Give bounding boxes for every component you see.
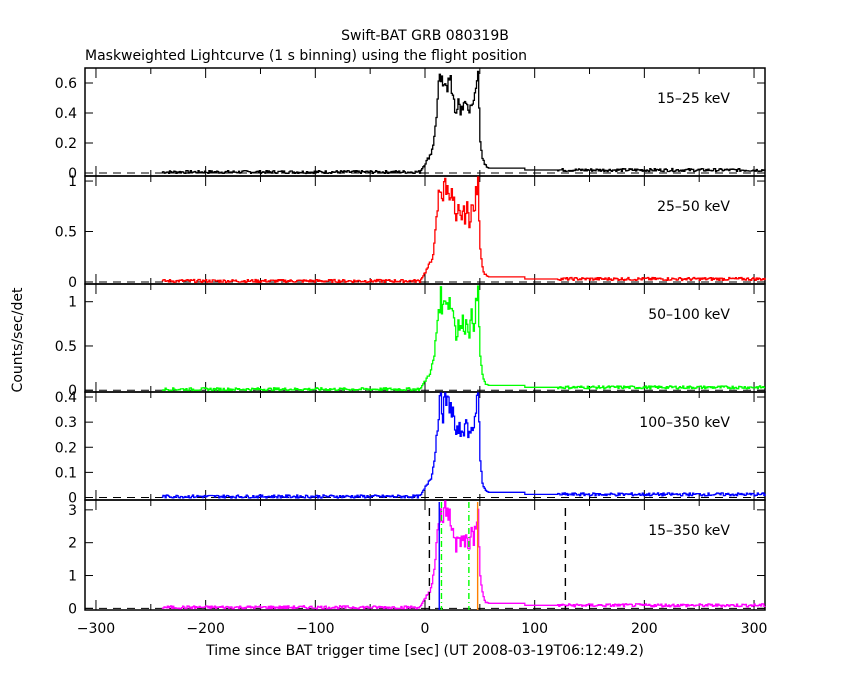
panel-frame [84, 67, 766, 177]
panel-frame [84, 391, 766, 501]
panels-group: 0 0.2 0.4 0.6 15–25 keV 0 0.5 1 25–50 keV 0 0.5 1 50… [55, 67, 766, 617]
panel-frame [84, 175, 766, 285]
lightcurve-5 [161, 500, 766, 610]
panel-frame [84, 283, 766, 393]
band-label: 15–25 keV [657, 91, 730, 107]
panel-2: 0 0.5 1 25–50 keV [55, 174, 766, 291]
y-tick-label: 0 [68, 275, 77, 291]
y-tick-label: 1 [68, 295, 77, 311]
lightcurve-3 [161, 285, 765, 392]
y-tick-label: 0.5 [55, 339, 77, 355]
y-tick-label: 0.6 [55, 76, 77, 92]
lightcurve-4 [161, 392, 766, 499]
chart-subtitle: Maskweighted Lightcurve (1 s binning) us… [85, 48, 527, 64]
y-tick-label: 0.4 [55, 390, 77, 406]
x-axis-label: Time since BAT trigger time [sec] (UT 20… [205, 643, 644, 659]
y-tick-label: 1 [68, 174, 77, 190]
band-label: 25–50 keV [657, 199, 730, 215]
band-label: 50–100 keV [648, 307, 730, 323]
y-tick-label: 0.5 [55, 225, 77, 241]
y-tick-label: 0.1 [55, 465, 77, 481]
panel-3: 0 0.5 1 50–100 keV [55, 283, 766, 399]
y-tick-label: 0 [68, 383, 77, 399]
x-tick-label: −100 [296, 621, 334, 637]
y-tick-label: 2 [68, 536, 77, 552]
band-label: 15–350 keV [648, 523, 730, 539]
x-tick-label: 300 [741, 621, 768, 637]
band-label: 100–350 keV [639, 415, 730, 431]
y-axis-label: Counts/sec/det [10, 287, 26, 392]
panel-5: 0 1 2 3 15–350 keV [68, 499, 766, 617]
y-tick-label: 0 [68, 166, 77, 182]
x-tick-labels: −300 −200 −100 0 100 200 300 [77, 621, 768, 637]
y-tick-label: 0 [68, 601, 77, 617]
x-tick-label: 100 [521, 621, 548, 637]
lightcurve-1 [161, 70, 766, 175]
y-tick-label: 0 [68, 490, 77, 506]
y-tick-label: 0.4 [55, 106, 77, 122]
lightcurve-2 [161, 176, 766, 284]
y-tick-label: 0.2 [55, 440, 77, 456]
chart-title: Swift-BAT GRB 080319B [341, 28, 509, 44]
y-tick-label: 1 [68, 569, 77, 585]
x-tick-label: 200 [631, 621, 658, 637]
y-tick-label: 0.2 [55, 136, 77, 152]
panel-1: 0 0.2 0.4 0.6 15–25 keV [55, 67, 766, 182]
y-tick-label: 3 [68, 503, 77, 519]
x-tick-label: −200 [186, 621, 224, 637]
panel-frame [84, 499, 766, 611]
y-tick-label: 0.3 [55, 415, 77, 431]
x-tick-label: −300 [77, 621, 115, 637]
panel-4: 0 0.1 0.2 0.3 0.4 100–350 keV [55, 390, 766, 506]
x-tick-label: 0 [421, 621, 430, 637]
